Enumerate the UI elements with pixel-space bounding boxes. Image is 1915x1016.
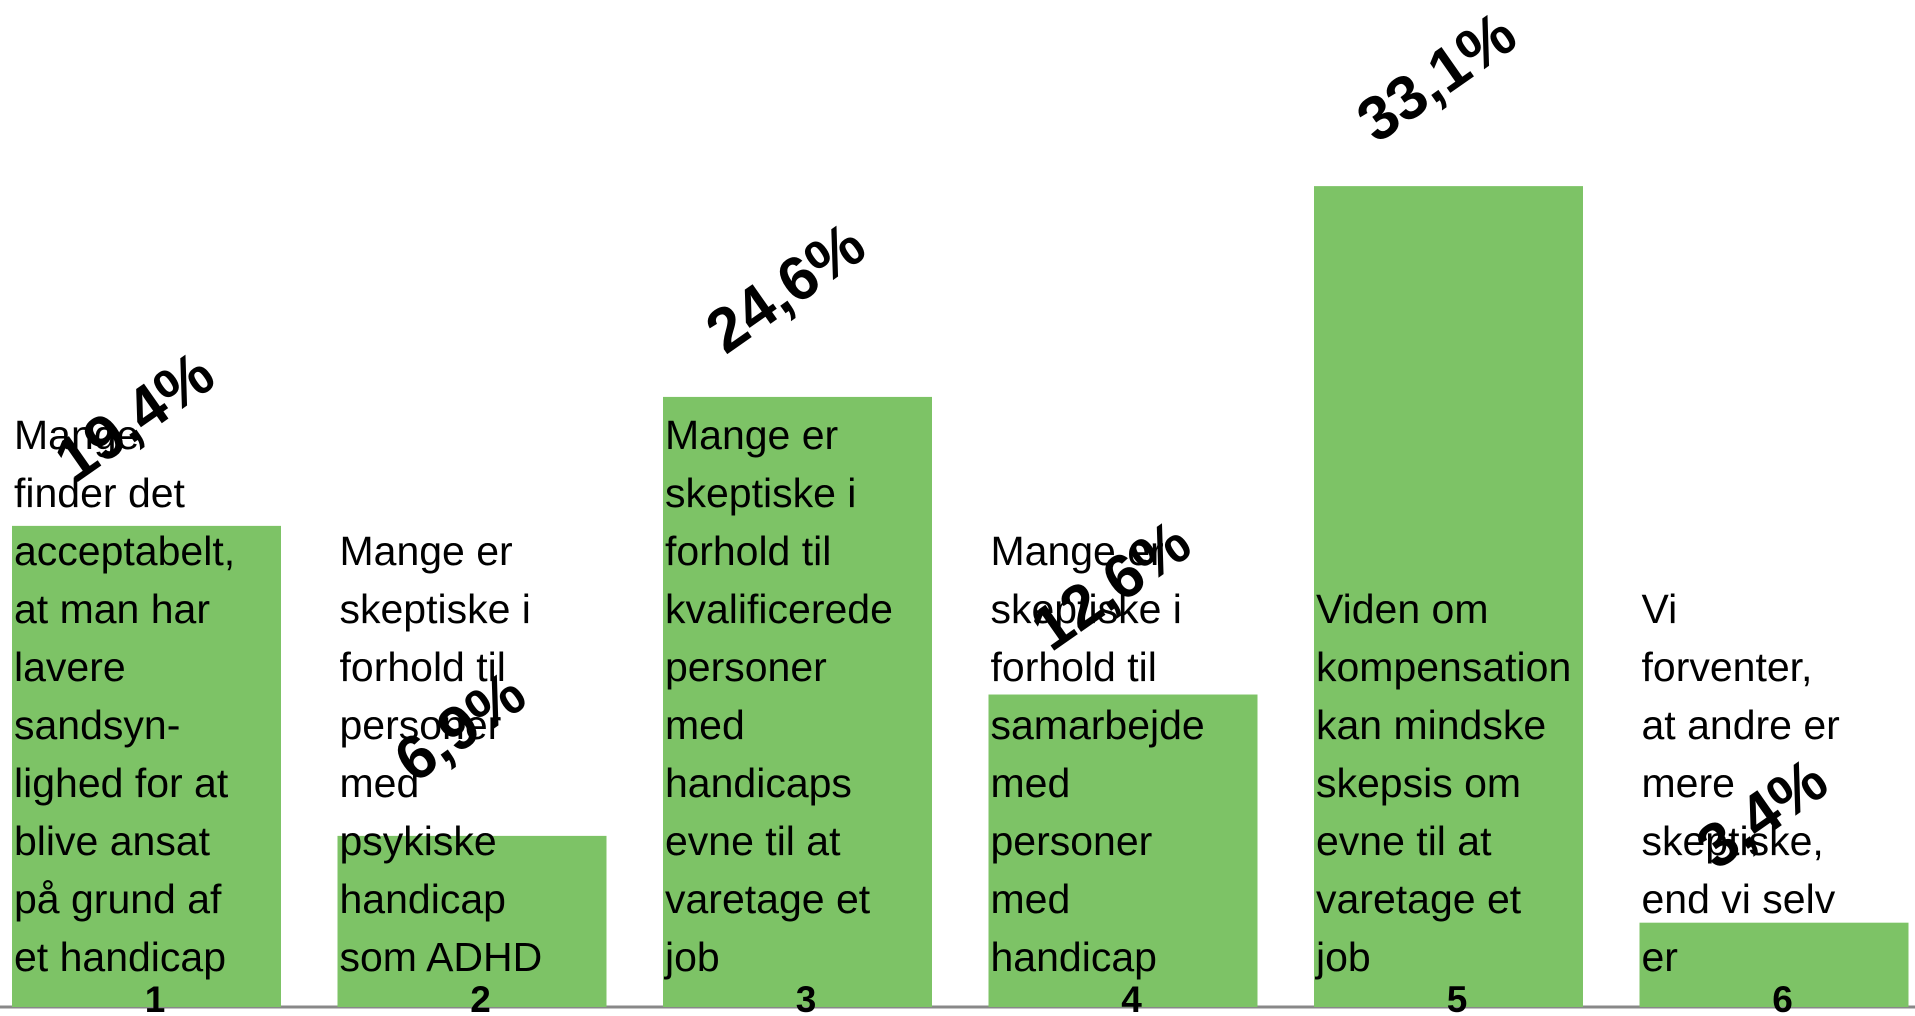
bar-annotation: Mange er — [340, 528, 513, 574]
bar-annotation: som ADHD — [340, 934, 543, 980]
bar-annotation: skeptiske i — [991, 586, 1182, 632]
bar-annotation: varetage et — [1316, 876, 1522, 922]
x-tick-label: 4 — [1121, 979, 1142, 1016]
bar — [12, 525, 281, 1007]
x-tick-label: 5 — [1447, 979, 1468, 1016]
bar-annotation: et handicap — [14, 934, 226, 980]
bar-annotation: psykiske — [340, 818, 497, 864]
bar-annotation: end vi selv — [1642, 876, 1836, 922]
bar-annotation: finder det — [14, 470, 186, 516]
value-label: 24,6% — [694, 209, 878, 366]
bar-annotation: med — [991, 876, 1071, 922]
bar-annotation: evne til at — [665, 818, 841, 864]
bar-annotation: at man har — [14, 586, 210, 632]
bar-annotation: med — [665, 702, 745, 748]
bar-annotation: kompensation — [1316, 644, 1571, 690]
bar-annotation: at andre er — [1642, 702, 1840, 748]
bar-annotation: med — [991, 760, 1071, 806]
bar-annotation: lighed for at — [14, 760, 229, 806]
bar-annotation: skeptiske i — [340, 586, 531, 632]
bar-annotation: personer — [340, 702, 502, 748]
bar — [337, 835, 607, 1007]
bar — [988, 694, 1258, 1007]
x-tick-label: 1 — [145, 979, 166, 1016]
bar-annotation: Mange er — [991, 528, 1164, 574]
bar-annotation: acceptabelt, — [14, 528, 235, 574]
bar-annotation: Vi — [1642, 586, 1678, 632]
bar — [663, 396, 932, 1007]
x-tick-label: 2 — [470, 979, 491, 1016]
bar-annotation: personer — [991, 818, 1153, 864]
bar-annotation: lavere — [14, 644, 126, 690]
bar-annotation: Mange — [14, 412, 139, 458]
bar-annotation: kvalificerede — [665, 586, 893, 632]
bar-annotation: handicaps — [665, 760, 852, 806]
bar-annotation: forhold til — [665, 528, 831, 574]
bar-annotation: Mange er — [665, 412, 838, 458]
bar-annotation: sandsyn- — [14, 702, 180, 748]
bar-annotation: kan mindske — [1316, 702, 1546, 748]
bar-annotation: forhold til — [991, 644, 1157, 690]
value-label: 33,1% — [1345, 0, 1529, 156]
bar-annotation: er — [1642, 934, 1678, 980]
bar-annotation: skeptiske, — [1642, 818, 1824, 864]
bar-annotation: skeptiske i — [665, 470, 856, 516]
bar-annotation: Viden om — [1316, 586, 1488, 632]
bar-annotation: handicap — [340, 876, 506, 922]
bar-annotation: evne til at — [1316, 818, 1492, 864]
bar — [1639, 922, 1909, 1007]
bar-annotation: skepsis om — [1316, 760, 1521, 806]
bar-annotation: mere — [1642, 760, 1735, 806]
bar-annotation: job — [1315, 934, 1371, 980]
bar-annotation: på grund af — [14, 876, 222, 922]
bar-annotation: blive ansat — [14, 818, 211, 864]
bar-annotation: personer — [665, 644, 827, 690]
x-tick-label: 6 — [1772, 979, 1793, 1016]
bar-annotation: med — [340, 760, 420, 806]
bar-annotation: samarbejde — [991, 702, 1205, 748]
bar-annotation: varetage et — [665, 876, 871, 922]
bar — [1314, 186, 1583, 1007]
bar-annotation: forventer, — [1642, 644, 1813, 690]
bar-annotation: job — [664, 934, 720, 980]
bar-annotation: forhold til — [340, 644, 506, 690]
bar-annotation: handicap — [991, 934, 1157, 980]
x-tick-label: 3 — [796, 979, 817, 1016]
